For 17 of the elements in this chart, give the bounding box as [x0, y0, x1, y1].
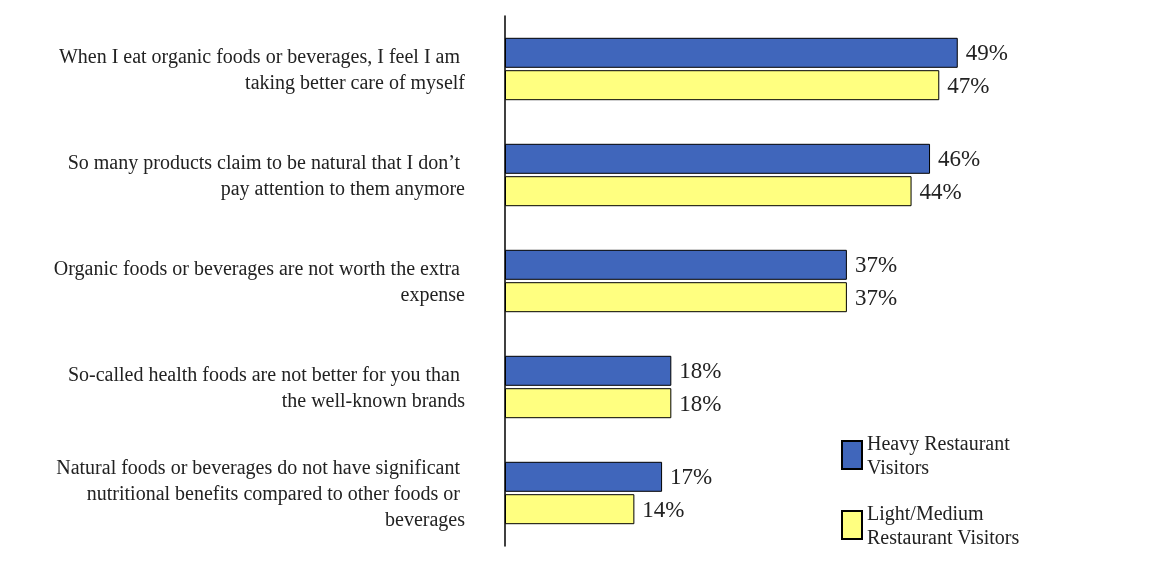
legend-label: Heavy Restaurant Visitors	[867, 432, 1015, 478]
legend-label: Light/Medium Restaurant Visitors	[867, 502, 1020, 548]
data-label: 47%	[947, 72, 990, 98]
y-tick-label: So many products claim to be natural that I don’t pay attention to them anymore	[67, 151, 466, 200]
y-tick-label: Natural foods or beverages do not have significant nutritional benefits compared to other foods or beverages	[56, 456, 466, 531]
data-label: 49%	[965, 40, 1008, 66]
data-label: 18%	[679, 390, 722, 416]
data-label: 18%	[679, 358, 722, 384]
y-tick-label: When I eat organic foods or beverages, I feel I am taking better care of myself	[58, 45, 466, 94]
y-tick-label: So-called health foods are not better for you than the well-known brands	[67, 363, 466, 411]
y-tick-label: Organic foods or beverages are not worth the extra expense	[53, 257, 466, 306]
data-label: 17%	[670, 464, 713, 490]
data-label: 37%	[854, 284, 898, 310]
data-label: 46%	[938, 146, 981, 172]
data-label: 37%	[854, 252, 898, 278]
data-label: 44%	[919, 178, 962, 204]
data-label: 14%	[642, 496, 685, 522]
